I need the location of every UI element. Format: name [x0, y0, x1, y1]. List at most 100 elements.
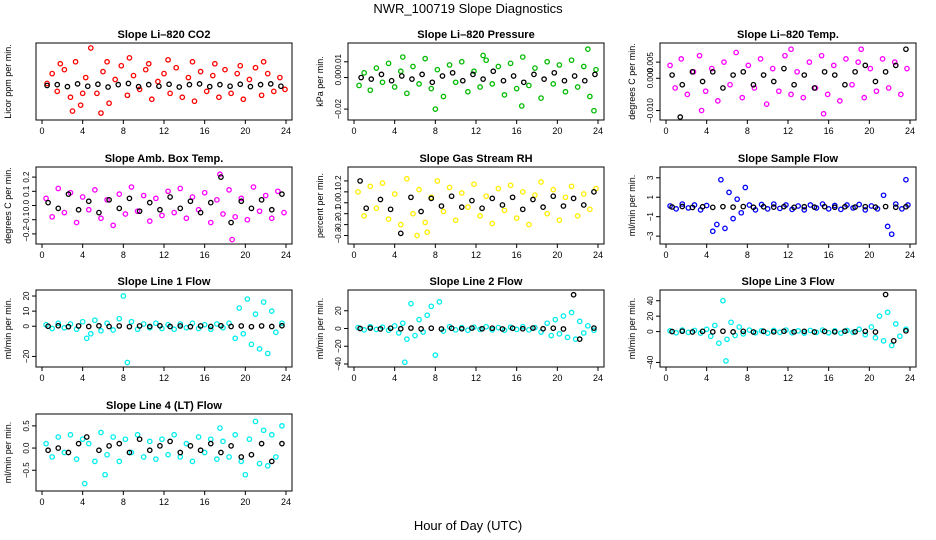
data-point — [544, 320, 551, 327]
data-point — [279, 423, 285, 429]
data-point — [116, 323, 123, 329]
data-point — [84, 83, 91, 90]
data-point — [843, 56, 849, 62]
data-point — [391, 84, 398, 90]
data-point — [509, 194, 516, 201]
y-tick-label: 0.1 — [22, 185, 31, 197]
data-point — [397, 221, 404, 228]
data-point — [228, 442, 234, 449]
data-point — [228, 219, 234, 226]
data-point — [214, 456, 220, 463]
data-point — [538, 179, 544, 185]
panel-title: Slope Line 4 (LT) Flow — [106, 400, 222, 412]
data-point — [702, 88, 709, 95]
data-point — [410, 210, 416, 217]
data-point — [77, 102, 84, 109]
data-point — [81, 480, 88, 487]
data-point — [746, 202, 753, 208]
data-point — [738, 209, 745, 216]
x-tick-label: 12 — [159, 126, 169, 136]
data-point — [544, 210, 551, 217]
data-point — [903, 46, 909, 53]
data-point — [892, 201, 899, 207]
data-point — [678, 56, 685, 62]
data-point — [825, 206, 832, 212]
data-point — [83, 434, 90, 440]
series-2 — [357, 178, 597, 237]
data-point — [831, 328, 838, 335]
data-point — [248, 341, 255, 348]
data-point — [57, 60, 64, 67]
data-point — [500, 77, 507, 84]
data-point — [373, 65, 380, 71]
data-point — [885, 85, 892, 91]
data-point — [556, 62, 563, 68]
y-tick-label: −0.5 — [22, 462, 31, 478]
data-point — [234, 70, 241, 77]
x-tick-label: 24 — [593, 373, 603, 383]
data-point — [209, 72, 216, 79]
data-point — [85, 206, 92, 213]
data-point — [904, 65, 910, 72]
data-point — [820, 110, 827, 117]
data-point — [134, 208, 141, 215]
data-point — [880, 337, 887, 344]
data-point — [387, 206, 394, 213]
data-point — [189, 194, 196, 200]
data-point — [551, 69, 558, 76]
data-point — [128, 318, 135, 325]
data-point — [424, 229, 431, 236]
data-point — [730, 72, 736, 78]
data-point — [580, 63, 587, 70]
y-tick-label: 0.5 — [22, 420, 31, 432]
data-point — [177, 323, 184, 329]
data-point — [248, 205, 255, 212]
data-point — [709, 228, 716, 235]
data-point — [157, 442, 163, 449]
data-point — [800, 94, 807, 101]
data-point — [519, 188, 526, 195]
x-tick-label: 16 — [512, 250, 522, 260]
data-point — [203, 88, 210, 95]
data-point — [591, 327, 597, 334]
data-point — [258, 196, 265, 203]
x-tick-label: 20 — [240, 250, 250, 260]
data-point — [126, 54, 133, 61]
data-point — [173, 64, 180, 71]
data-point — [67, 94, 74, 101]
data-point — [831, 204, 838, 211]
data-point — [781, 203, 787, 210]
data-point — [242, 471, 249, 478]
data-point — [720, 203, 726, 210]
y-tick-label: 1 — [646, 194, 655, 199]
data-point — [580, 191, 587, 197]
data-point — [791, 81, 797, 88]
y-tick-label: 0.1 — [334, 186, 343, 198]
data-point — [92, 317, 98, 324]
data-point — [872, 78, 879, 85]
data-point — [130, 72, 137, 79]
data-point — [831, 72, 838, 78]
data-point — [760, 72, 767, 78]
data-point — [591, 107, 597, 114]
x-tick-label: 12 — [471, 373, 481, 383]
data-point — [161, 70, 167, 77]
data-point — [728, 319, 734, 326]
x-tick-label: 16 — [824, 126, 834, 136]
data-point — [770, 204, 777, 211]
data-point — [576, 318, 583, 325]
data-point — [856, 201, 863, 208]
data-point — [153, 195, 159, 202]
data-point — [270, 88, 277, 95]
data-point — [720, 297, 726, 304]
data-point — [229, 236, 235, 243]
x-tick-label: 4 — [80, 250, 85, 260]
data-point — [821, 68, 828, 75]
panel-title: Slope Gas Stream RH — [419, 153, 532, 165]
data-point — [884, 309, 891, 316]
panel-4: Slope Amb. Box Temp. degrees C per min. 0 4… — [3, 153, 293, 260]
data-point — [238, 454, 245, 460]
data-point — [429, 79, 436, 86]
data-point — [363, 205, 370, 212]
data-point — [751, 85, 758, 91]
